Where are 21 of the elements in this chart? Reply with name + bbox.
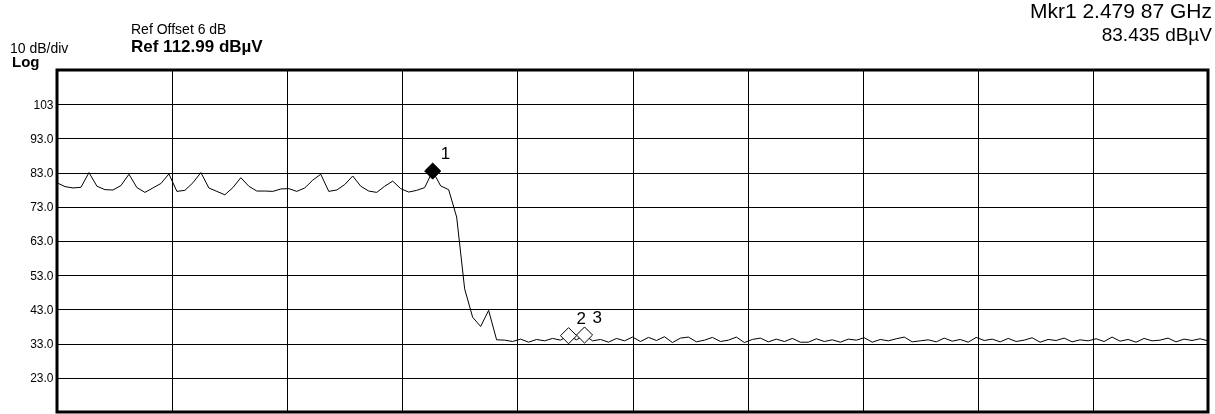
annotation: 3 [592,308,603,328]
y-tick-label: 63.0 [30,234,54,249]
text: Log [12,53,40,70]
y-tick-label: 33.0 [30,337,54,352]
chart-subtitle: Ref Offset 6 dB [131,21,227,37]
y-tick-label: 93.0 [30,131,54,146]
y-tick-label: 73.0 [30,200,54,215]
y-tick-label: 53.0 [30,268,54,283]
y-tick-label: 23.0 [30,371,54,386]
y-tick-label: 103 [33,97,54,112]
text: Mkr1 2.479 87 GHz [1029,0,1212,22]
chart-title: Ref 112.99 dBµV [131,37,264,56]
point [575,326,594,344]
y-tick-label: 43.0 [30,302,54,317]
point [424,162,442,180]
text: 83.435 dBµV [1101,24,1213,45]
point [559,327,578,345]
text: 10 dB/div [10,40,69,56]
annotation: 2 [576,308,587,328]
y-tick-label: 83.0 [30,166,54,181]
annotation: 1 [440,144,451,164]
